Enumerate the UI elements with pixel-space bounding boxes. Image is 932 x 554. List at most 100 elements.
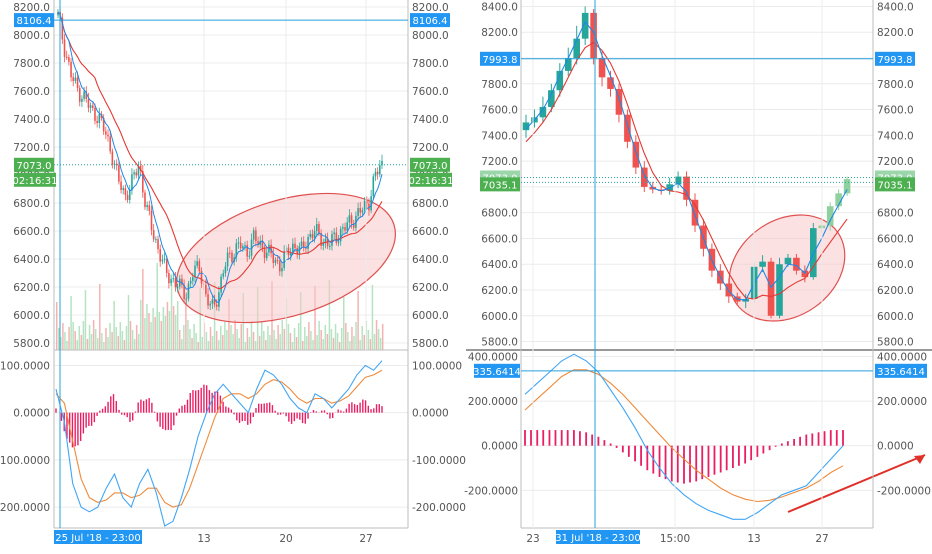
volume-bar — [296, 337, 298, 350]
candle-body — [292, 244, 294, 253]
volume-bar — [351, 327, 353, 350]
signal-line — [56, 370, 382, 507]
macd-histogram-bar — [154, 412, 155, 413]
candle-body — [359, 208, 361, 212]
left-macd-tick-label-right: -200.0000 — [412, 502, 466, 514]
macd-histogram-bar — [85, 413, 86, 428]
volume-bar — [370, 339, 372, 350]
left-macd-tick-label: 100.0000 — [0, 360, 50, 372]
left-y-tick-label: 8200.0 — [13, 2, 50, 14]
right-y-tick-label-right: 8400.0 — [877, 1, 914, 13]
macd-histogram-bar — [302, 413, 303, 423]
macd-histogram-bar — [132, 413, 133, 421]
left-y-tick-label-right: 6800.0 — [412, 198, 449, 210]
right-x-tick-label: 23 — [526, 533, 539, 545]
crosshair-price-label: 7993.8 — [483, 55, 518, 66]
left-y-tick-label: 6000.0 — [13, 310, 50, 322]
candle-body — [131, 174, 133, 190]
right-y-tick-label: 6800.0 — [481, 208, 518, 220]
right-y-tick-label-right: 7200.0 — [877, 156, 914, 168]
macd-histogram-bar — [288, 413, 289, 422]
volume-bar — [150, 322, 152, 350]
volume-bar — [74, 331, 76, 350]
macd-crosshair-label: 335.6414 — [473, 367, 521, 378]
volume-bar — [331, 329, 333, 350]
macd-histogram-bar — [750, 446, 752, 461]
candle-body — [377, 172, 379, 175]
candle-body — [301, 242, 303, 247]
macd-histogram-bar — [88, 413, 89, 426]
volume-bar — [130, 321, 132, 350]
right-y-tick-label-right: 6400.0 — [877, 259, 914, 271]
candle-body — [309, 234, 311, 237]
macd-histogram-bar — [561, 430, 563, 446]
candle-body — [96, 121, 98, 123]
macd-histogram-bar — [775, 446, 777, 447]
macd-histogram-bar — [176, 413, 177, 416]
volume-bar — [64, 332, 66, 350]
macd-histogram-bar — [579, 431, 581, 446]
candle-body — [81, 99, 83, 102]
macd-histogram-bar — [351, 402, 352, 412]
macd-histogram-bar — [368, 406, 369, 413]
volume-bar — [380, 338, 382, 350]
volume-bar — [179, 330, 181, 350]
candle-body — [149, 205, 151, 211]
macd-histogram-bar — [184, 405, 185, 413]
crosshair-date-label: 25 Jul '18 - 23:00 — [55, 533, 140, 544]
left-y-tick-label: 7400.0 — [13, 114, 50, 126]
candle-body — [322, 243, 324, 246]
volume-bar — [226, 330, 228, 350]
volume-bar — [234, 320, 236, 350]
volume-bar — [355, 322, 357, 350]
last-price-label-right: 7073.0 — [413, 161, 448, 172]
right-y-tick-label: 6000.0 — [481, 311, 518, 323]
volume-bar — [118, 336, 120, 350]
volume-bar — [81, 335, 83, 350]
macd-histogram-bar — [285, 413, 286, 417]
volume-bar — [292, 342, 294, 350]
macd-histogram-bar — [165, 413, 166, 431]
candle-body — [244, 245, 246, 246]
macd-histogram-bar — [162, 413, 163, 429]
macd-histogram-bar — [536, 430, 538, 446]
candle-body — [153, 230, 155, 239]
volume-bar — [333, 338, 335, 350]
volume-bar — [107, 337, 109, 350]
left-macd-pane — [54, 361, 408, 526]
macd-histogram-bar — [255, 408, 256, 413]
macd-histogram-bar — [524, 430, 526, 446]
macd-histogram-bar — [74, 413, 75, 447]
volume-bar — [189, 329, 191, 350]
left-y-tick-label: 7200.0 — [13, 142, 50, 154]
candle-body — [768, 262, 775, 316]
candle-body — [216, 304, 218, 306]
volume-bar — [154, 317, 156, 350]
macd-histogram-bar — [253, 413, 254, 417]
macd-histogram-bar — [211, 393, 212, 413]
macd-histogram-bar — [236, 413, 237, 421]
candle-body — [129, 190, 131, 200]
volume-bar — [144, 318, 146, 350]
volume-bar — [183, 325, 185, 350]
candle-body — [222, 273, 224, 276]
candle-body — [357, 208, 359, 216]
macd-histogram-bar — [329, 413, 330, 419]
volume-bar — [255, 341, 257, 350]
macd-histogram-bar — [585, 432, 587, 445]
macd-histogram-bar — [726, 446, 728, 471]
right-y-tick-label-right: 6600.0 — [877, 233, 914, 245]
macd-histogram-bar — [530, 430, 532, 446]
macd-histogram-bar — [362, 400, 363, 413]
volume-bar — [218, 340, 220, 350]
volume-bar — [62, 323, 64, 350]
left-y-tick-label-right: 6000.0 — [412, 310, 449, 322]
macd-histogram-bar — [83, 413, 84, 434]
current-price-label-right: 7035.1 — [878, 180, 913, 191]
volume-bar — [132, 330, 134, 350]
candle-body — [776, 264, 783, 316]
volume-bar — [267, 326, 269, 350]
right-y-tick-label-right: 7800.0 — [877, 79, 914, 91]
volume-bar — [343, 297, 345, 350]
left-y-tick-label-right: 7400.0 — [412, 114, 449, 126]
